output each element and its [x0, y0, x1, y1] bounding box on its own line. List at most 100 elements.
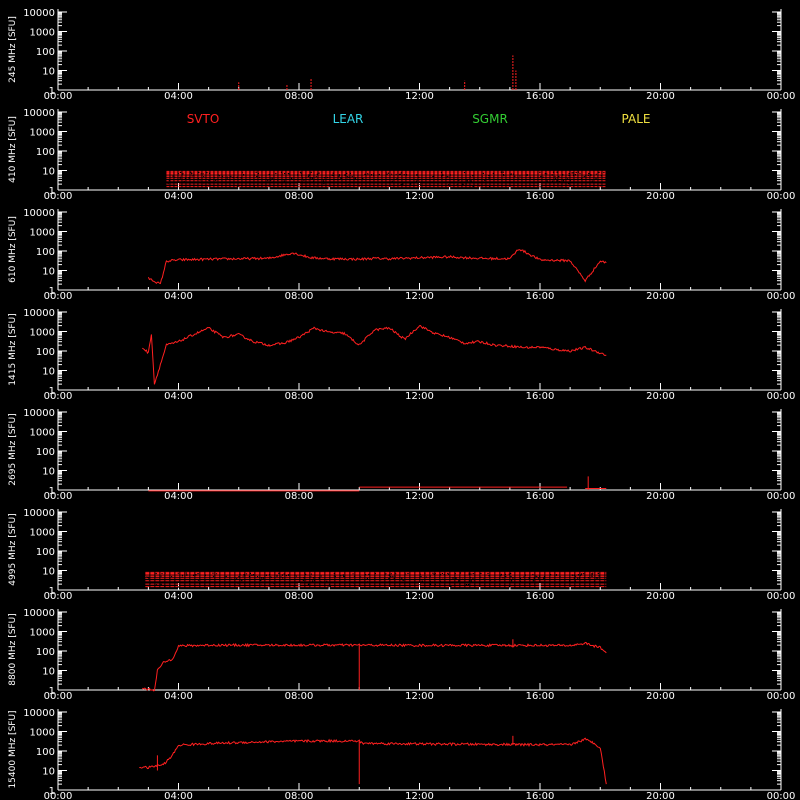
band-gap [280, 576, 282, 578]
band-gap [574, 174, 577, 176]
band-gap [348, 176, 350, 178]
band-gap [224, 576, 226, 578]
band-gap [258, 176, 261, 179]
band-gap [261, 584, 263, 586]
x-tick-label: 00:00 [767, 391, 796, 400]
x-tick-label: 00:00 [767, 791, 796, 800]
band-gap [344, 578, 346, 581]
band-gap [225, 575, 228, 577]
band-gap [323, 177, 326, 179]
band-gap [429, 575, 431, 577]
x-tick-label: 12:00 [405, 391, 434, 400]
band-gap [375, 181, 377, 183]
x-tick-label: 16:00 [526, 591, 555, 600]
band-gap [215, 573, 218, 575]
y-tick-label: 100 [36, 747, 55, 758]
band-gap [301, 175, 303, 177]
band-gap [454, 573, 457, 575]
band-gap [504, 573, 507, 576]
band-gap [304, 572, 306, 574]
data-series [147, 249, 607, 285]
band-gap [155, 584, 158, 586]
band-gap [161, 573, 163, 575]
band-gap [182, 173, 184, 175]
band-gap [303, 179, 305, 181]
band-gap [294, 181, 296, 183]
band-gap [331, 174, 333, 176]
band-gap [347, 184, 349, 186]
band-gap [415, 180, 417, 182]
band-gap [147, 576, 149, 578]
band-gap [269, 584, 271, 587]
band-gap [154, 575, 156, 577]
band-gap [600, 175, 602, 177]
y-tick-label: 10 [42, 67, 55, 78]
band-gap [164, 585, 166, 588]
band-gap [546, 173, 548, 175]
y-axis-label: 1415 MHz [SFU] [8, 313, 18, 385]
band-gap [572, 174, 575, 176]
panel-2: 1 10 100 1000 10000 00:00 04:00 08:00 12:00 16:00… [8, 108, 795, 200]
band-gap [470, 573, 472, 575]
band-gap [393, 577, 396, 580]
band-gap [217, 178, 219, 180]
band-gap [500, 575, 502, 577]
band-gap [483, 184, 486, 186]
band-gap [392, 575, 394, 578]
band-gap [468, 573, 470, 576]
band-gap [364, 573, 367, 576]
band-gap [352, 582, 355, 584]
x-tick-label: 16:00 [526, 191, 555, 200]
band-gap [273, 582, 275, 584]
band-gap [582, 573, 585, 575]
band-gap [198, 582, 201, 584]
band-gap [334, 575, 336, 578]
band-gap [391, 180, 393, 182]
x-tick-label: 20:00 [646, 291, 675, 300]
band-gap [291, 177, 293, 179]
y-tick-label: 10 [42, 467, 55, 478]
band-gap [265, 574, 268, 576]
band-gap [451, 181, 453, 183]
band-gap [226, 178, 229, 180]
band-gap [209, 178, 211, 180]
x-tick-label: 00:00 [44, 91, 73, 100]
band-gap [459, 572, 462, 574]
band-gap [481, 176, 483, 178]
band-gap [443, 573, 445, 576]
band-gap [232, 176, 234, 179]
band-gap [472, 185, 474, 187]
band-gap [310, 573, 313, 575]
band-gap [312, 580, 314, 582]
band-gap [532, 580, 534, 582]
y-tick-label: 100 [36, 147, 55, 158]
band-gap [200, 173, 202, 175]
band-gap [230, 175, 232, 177]
band-gap [472, 578, 474, 580]
band-gap [196, 581, 199, 584]
band-gap [241, 579, 243, 582]
band-gap [243, 574, 245, 576]
band-gap [269, 177, 271, 179]
panel-5: 1 10 100 1000 10000 00:00 04:00 08:00 12:00 16:00… [8, 408, 795, 500]
band-gap [288, 173, 290, 175]
x-tick-label: 16:00 [526, 391, 555, 400]
band-gap [592, 572, 594, 574]
band-gap [190, 171, 192, 173]
band-gap [467, 578, 470, 581]
y-tick-label: 10 [42, 667, 55, 678]
band-gap [441, 174, 443, 177]
band-gap [569, 179, 571, 182]
y-tick-label: 100 [36, 647, 55, 658]
band-gap [374, 577, 376, 579]
band-gap [463, 171, 466, 174]
band-gap [441, 572, 443, 575]
band-gap [146, 576, 148, 578]
band-gap [510, 572, 512, 574]
x-tick-label: 04:00 [164, 691, 193, 700]
band-gap [574, 580, 576, 582]
y-tick-label: 100 [36, 347, 55, 358]
y-tick-label: 1000 [30, 728, 55, 739]
band-gap [441, 177, 443, 179]
